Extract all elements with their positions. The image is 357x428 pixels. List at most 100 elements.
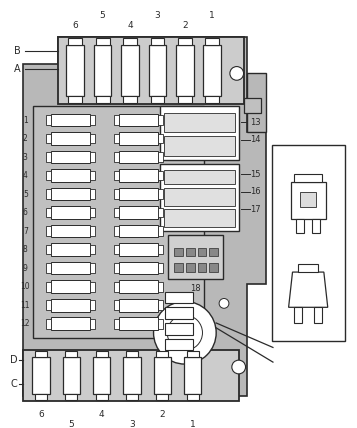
Bar — [90, 115, 95, 125]
Bar — [46, 226, 51, 236]
Bar — [69, 96, 82, 103]
Bar — [46, 300, 51, 310]
Bar — [176, 45, 193, 96]
Bar — [296, 219, 304, 233]
Text: 2: 2 — [23, 134, 28, 143]
Bar — [164, 188, 235, 205]
Bar — [119, 317, 159, 330]
Bar — [272, 145, 345, 341]
Bar — [314, 307, 322, 323]
Bar — [119, 132, 159, 145]
Text: 16: 16 — [250, 187, 261, 196]
Bar — [51, 225, 90, 238]
Text: 2: 2 — [182, 21, 188, 30]
Text: 13: 13 — [250, 118, 261, 127]
Bar — [51, 262, 90, 274]
Bar — [51, 206, 90, 219]
Bar — [119, 188, 159, 200]
Bar — [243, 98, 261, 113]
Bar — [300, 192, 316, 208]
Bar — [151, 38, 164, 45]
Bar — [46, 189, 51, 199]
Bar — [164, 136, 235, 156]
Bar — [51, 299, 90, 312]
Bar — [114, 263, 119, 273]
Bar — [96, 38, 110, 45]
Bar — [51, 188, 90, 200]
Bar — [90, 152, 95, 162]
Bar — [291, 182, 326, 219]
Bar — [65, 351, 77, 357]
Bar — [123, 357, 141, 395]
Text: 12: 12 — [21, 319, 30, 328]
Bar — [159, 189, 164, 199]
Circle shape — [219, 298, 229, 308]
Text: 5: 5 — [23, 190, 28, 199]
Bar — [119, 169, 159, 182]
Bar — [154, 357, 171, 395]
Text: 4: 4 — [99, 410, 105, 419]
Bar — [203, 45, 221, 96]
Text: C: C — [10, 379, 17, 389]
Text: 10: 10 — [20, 282, 30, 291]
Bar — [178, 38, 192, 45]
Bar — [119, 262, 159, 274]
Bar — [114, 152, 119, 162]
Text: 4: 4 — [23, 171, 28, 180]
Bar — [90, 282, 95, 291]
Bar — [33, 106, 205, 338]
Bar — [159, 282, 164, 291]
Bar — [114, 208, 119, 217]
Bar — [186, 248, 195, 256]
Bar — [298, 264, 318, 272]
Bar — [57, 37, 243, 104]
Bar — [159, 171, 164, 181]
Bar — [62, 357, 80, 395]
Bar — [90, 226, 95, 236]
Bar — [174, 263, 183, 272]
Bar — [165, 339, 193, 351]
Text: 8: 8 — [23, 245, 28, 254]
Bar — [114, 300, 119, 310]
Bar — [159, 226, 164, 236]
Bar — [119, 280, 159, 293]
Bar — [149, 45, 166, 96]
Bar — [90, 189, 95, 199]
Bar — [119, 225, 159, 238]
Bar — [23, 351, 239, 401]
Text: 17: 17 — [250, 205, 261, 214]
Bar — [186, 263, 195, 272]
Bar — [46, 245, 51, 255]
Bar — [159, 263, 164, 273]
Text: 6: 6 — [72, 21, 78, 30]
Text: 7: 7 — [23, 226, 28, 235]
Bar — [46, 282, 51, 291]
Text: D: D — [10, 355, 17, 365]
Bar — [126, 351, 138, 357]
Bar — [312, 219, 320, 233]
Bar — [114, 245, 119, 255]
Text: 15: 15 — [250, 170, 261, 179]
Bar — [51, 169, 90, 182]
Bar — [51, 243, 90, 256]
Bar — [159, 208, 164, 217]
Bar — [174, 248, 183, 256]
Bar — [114, 189, 119, 199]
Bar — [46, 319, 51, 329]
Polygon shape — [23, 37, 266, 396]
Bar — [46, 171, 51, 181]
Text: 1: 1 — [210, 11, 215, 20]
Bar — [46, 208, 51, 217]
Text: 1: 1 — [190, 420, 196, 428]
Bar — [51, 317, 90, 330]
Bar — [187, 351, 198, 357]
Bar — [178, 96, 192, 103]
Bar — [119, 243, 159, 256]
Bar — [197, 248, 206, 256]
Bar — [35, 351, 47, 357]
Bar — [123, 38, 137, 45]
Bar — [114, 134, 119, 143]
Bar — [35, 395, 47, 400]
Bar — [126, 395, 138, 400]
Bar — [69, 38, 82, 45]
